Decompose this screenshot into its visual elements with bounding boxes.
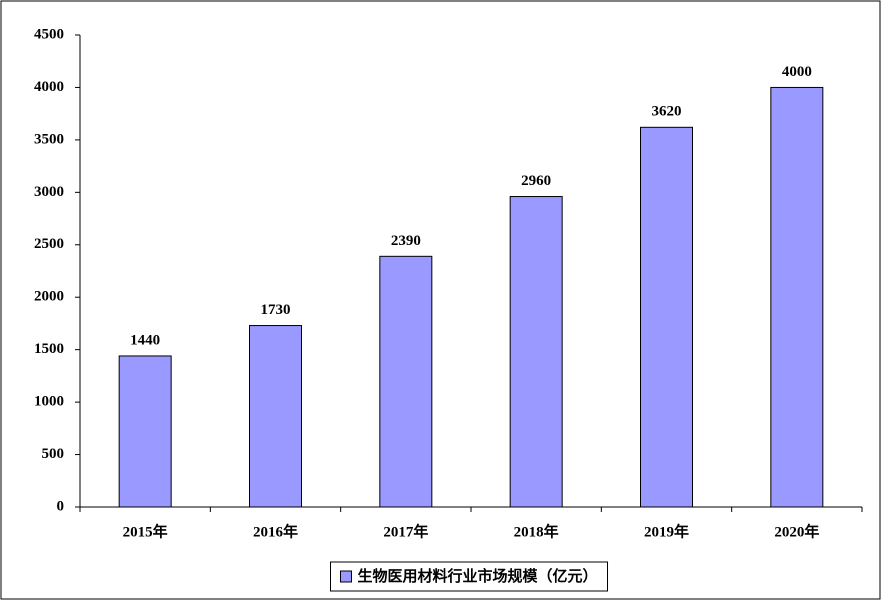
legend-box [329, 561, 609, 592]
bar [640, 126, 693, 508]
legend-swatch [339, 570, 352, 583]
y-tick-label: 2500 [34, 236, 64, 252]
x-tick-label: 2016年 [253, 522, 298, 540]
y-tick-label: 4000 [34, 79, 64, 95]
x-tick-label: 2020年 [774, 522, 819, 540]
data-label: 2390 [391, 233, 421, 249]
data-label: 3620 [652, 104, 682, 120]
y-tick-label: 2000 [34, 289, 64, 305]
data-label: 4000 [782, 64, 812, 80]
y-tick-label: 1500 [34, 341, 64, 357]
x-tick-label: 2019年 [644, 522, 689, 540]
y-tick-label: 1000 [34, 394, 64, 410]
data-label: 1730 [261, 302, 291, 318]
data-label: 2960 [521, 173, 551, 189]
y-tick-label: 500 [42, 446, 65, 462]
x-tick-label: 2015年 [123, 522, 168, 540]
bar [249, 325, 302, 508]
y-tick-label: 0 [57, 498, 65, 514]
y-tick-label: 3500 [34, 131, 64, 147]
x-tick-label: 2017年 [383, 522, 428, 540]
bar [379, 255, 433, 508]
y-tick-label: 4500 [34, 26, 64, 42]
bar [770, 86, 824, 508]
legend-label: 生物医用材料行业市场规模（亿元） [357, 567, 597, 585]
bar [509, 196, 563, 508]
x-tick-label: 2018年 [514, 522, 559, 540]
y-tick-label: 3000 [34, 184, 64, 200]
bar [118, 355, 172, 508]
data-label: 1440 [130, 332, 160, 348]
